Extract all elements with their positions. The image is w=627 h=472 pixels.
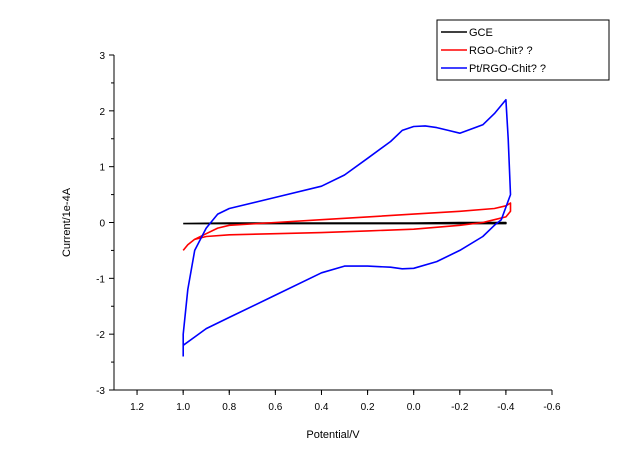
y-tick-label: 2 [99, 107, 105, 118]
series-line-2 [182, 98, 512, 357]
y-ticks: -3 -2 -1 0 1 2 3 [96, 51, 114, 397]
legend: GCE RGO-Chit? ? Pt/RGO-Chit? ? [436, 19, 610, 81]
legend-label: RGO-Chit? ? [469, 45, 533, 57]
y-tick-label: 1 [99, 163, 105, 174]
x-tick-label: 0.6 [268, 402, 282, 413]
y-tick-label: 3 [99, 51, 105, 62]
series-line-0 [183, 221, 507, 225]
plot-area: 1.2 1.0 0.8 0.6 0.4 0.2 0.0 -0.2 -0.4 -0.6 -3 -2 -1… [96, 51, 561, 413]
x-tick-label: -0.6 [543, 402, 561, 413]
x-ticks: 1.2 1.0 0.8 0.6 0.4 0.2 0.0 -0.2 -0.4 -0.6 [130, 390, 561, 413]
x-tick-label: 0.8 [222, 402, 236, 413]
y-tick-label: -1 [96, 274, 105, 285]
series-line-1 [182, 202, 512, 251]
x-axis-title: Potential/V [306, 429, 360, 441]
legend-label: GCE [469, 27, 493, 39]
legend-label: Pt/RGO-Chit? ? [469, 63, 546, 75]
y-tick-label: -3 [96, 386, 105, 397]
x-tick-label: -0.4 [497, 402, 515, 413]
series-group [182, 98, 512, 357]
x-tick-label: 1.0 [176, 402, 190, 413]
x-tick-label: 0.2 [361, 402, 375, 413]
y-axis-title: Current/1e-4A [61, 187, 73, 257]
x-tick-label: 0.4 [315, 402, 329, 413]
y-tick-label: 0 [99, 219, 105, 230]
x-tick-label: 1.2 [130, 402, 144, 413]
y-tick-label: -2 [96, 330, 105, 341]
x-tick-label: 0.0 [407, 402, 421, 413]
x-tick-label: -0.2 [451, 402, 469, 413]
